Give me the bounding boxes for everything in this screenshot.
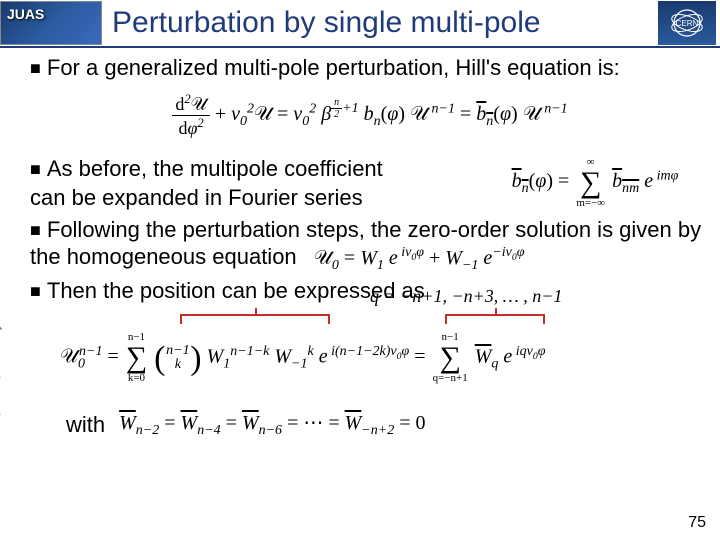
bullet-2b: can be expanded in Fourier series (30, 184, 480, 212)
juas-logo (0, 1, 102, 45)
bullet-2: ■As before, the multipole coefficient (30, 155, 480, 183)
equation-hill: d2𝒰dφ2 + ν02𝒰 = ν02 βn2+1 bn(φ) 𝒰 n−1 = … (30, 92, 710, 139)
equation-expansion: q = −n+1, −n+3, … , n−1 𝒰0n−1 = n−1∑k=0 … (60, 318, 710, 398)
cern-logo: CERN (658, 1, 716, 45)
bracket-right (445, 314, 545, 324)
equation-fourier: bn(φ) = ∞∑m=−∞ bnm e imφ (480, 153, 710, 209)
header: Perturbation by single multi-pole CERN (0, 0, 720, 46)
equation-q: q = −n+1, −n+3, … , n−1 (370, 286, 562, 307)
bullet-2b-text: can be expanded in Fourier series (30, 185, 363, 210)
bullet-4-text: Then the position can be expressed as (47, 278, 425, 303)
bullet-2a-text: As before, the multipole coefficient (47, 156, 383, 181)
bracket-left (180, 314, 330, 324)
svg-text:CERN: CERN (676, 19, 699, 28)
equation-u0: 𝒰0 = W1 e iν0φ + W−1 e−iν0φ (309, 247, 525, 269)
with-label: with (66, 412, 105, 438)
content: ■For a generalized multi-pole perturbati… (0, 54, 720, 439)
side-caption: Non-linear effects, JUAS, February 2017 (0, 294, 2, 510)
bullet-1: ■For a generalized multi-pole perturbati… (30, 54, 710, 82)
bullet-3: ■Following the perturbation steps, the z… (30, 216, 710, 275)
bullet-1-text: For a generalized multi-pole perturbatio… (47, 55, 620, 80)
page-number: 75 (688, 514, 706, 532)
slide-title: Perturbation by single multi-pole (108, 6, 658, 40)
header-rule (0, 46, 720, 48)
equation-with: with Wn−2 = Wn−4 = Wn−6 = ⋯ = W−n+2 = 0 (66, 410, 710, 439)
